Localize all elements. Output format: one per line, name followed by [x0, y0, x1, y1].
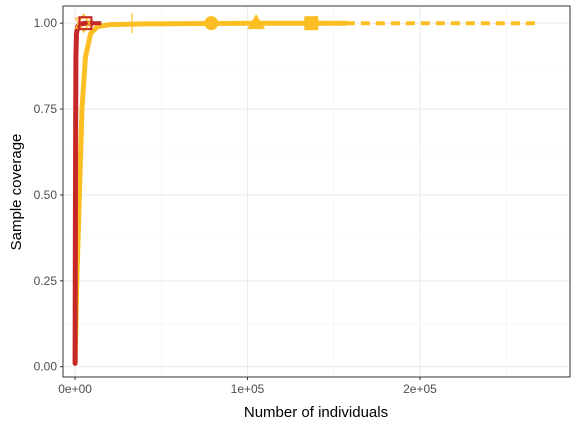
x-tick-label: 2e+05 — [403, 382, 437, 396]
y-tick-label: 1.00 — [34, 16, 58, 30]
y-tick-label: 0.00 — [34, 360, 58, 374]
x-tick-label: 0e+00 — [58, 382, 92, 396]
x-axis-title: Number of individuals — [244, 404, 388, 421]
series-1-point-square — [304, 16, 319, 31]
series-2-point-square-open — [78, 16, 93, 31]
panel-border — [62, 5, 571, 378]
y-axis-title: Sample coverage — [8, 134, 25, 251]
series-1-point-plus — [121, 13, 142, 34]
y-tick-label: 0.25 — [34, 274, 58, 288]
x-tick-label: 1e+05 — [231, 382, 265, 396]
series-2-interpolated-line — [72, 20, 95, 366]
panel-background — [63, 6, 570, 377]
y-tick-label: 0.75 — [34, 102, 58, 116]
series-1-point-triangle — [247, 14, 266, 30]
series-1-point-circle — [204, 16, 219, 31]
point-layer — [74, 12, 319, 34]
y-tick-label: 0.50 — [34, 188, 58, 202]
axes: 0.00 0.25 0.50 0.75 1.00 0e+00 1e+05 2e+05 — [34, 16, 438, 396]
